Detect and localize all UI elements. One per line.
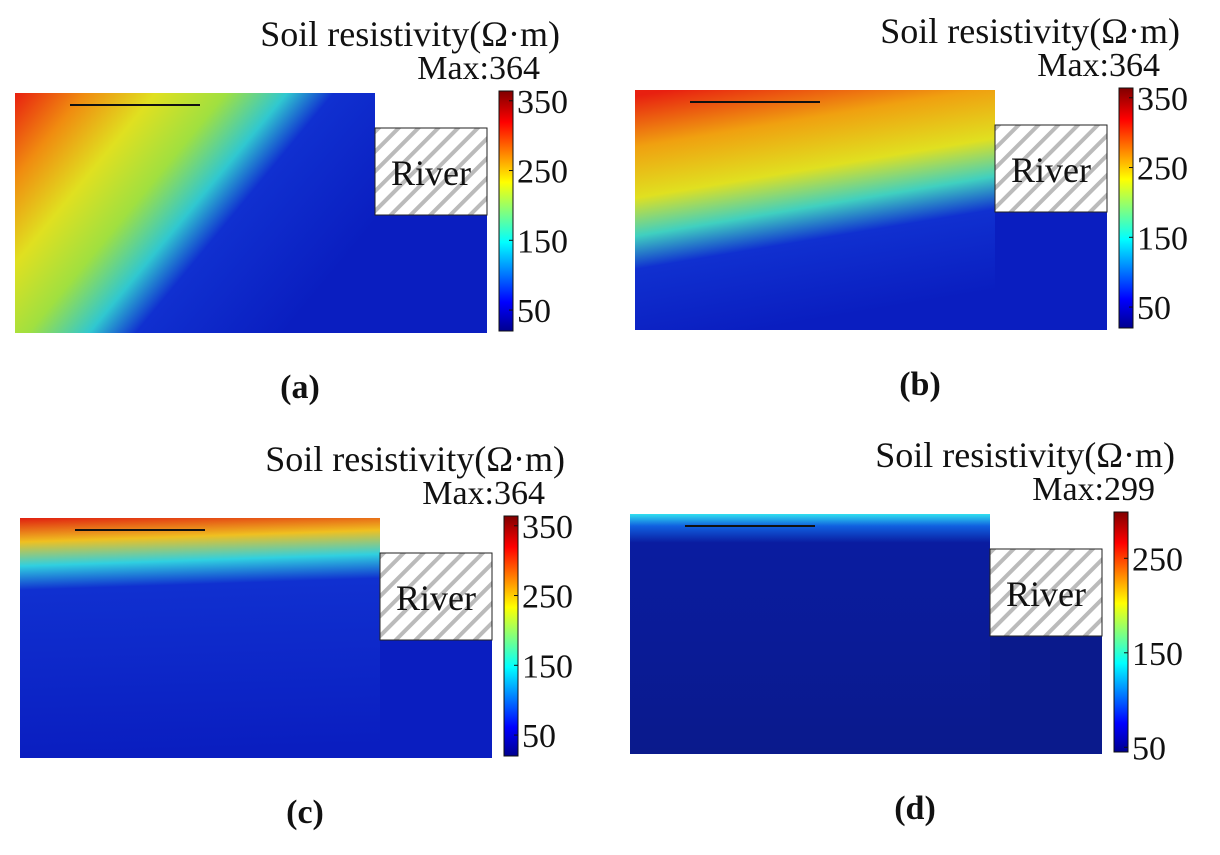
colorbar-tick-label: 150 (1132, 636, 1183, 673)
region-label: River (1006, 574, 1086, 614)
river (374, 127, 488, 216)
colorbar-tick-label: 250 (1137, 151, 1188, 188)
max-label: Max:364 (417, 50, 540, 87)
field (20, 518, 380, 758)
title: Soil resistivity(Ω·m) (880, 11, 1180, 51)
caption: (b) (899, 366, 941, 403)
panel: River Soil resistivity(Ω·m)Max:364 50 150 25… (635, 11, 1188, 403)
colorbar-tick-label: 150 (522, 648, 573, 685)
colorbar-tick-label: 250 (1132, 541, 1183, 578)
panel: River Soil resistivity(Ω·m)Max:364 50 150 25… (20, 439, 573, 831)
field-lower (375, 215, 487, 333)
colorbar-tick-label: 350 (1137, 81, 1188, 118)
colorbar-tick-label: 50 (522, 718, 556, 755)
max-label: Max:299 (1032, 471, 1155, 508)
max-label: Max:364 (1037, 47, 1160, 84)
field-lower (380, 640, 492, 758)
field-lower (995, 212, 1107, 330)
region-label: River (396, 578, 476, 618)
colorbar (503, 515, 519, 757)
field (635, 90, 995, 330)
river (994, 124, 1108, 213)
panel: River Soil resistivity(Ω·m)Max:299 50 150 25… (630, 435, 1183, 827)
colorbar-tick-label: 50 (1137, 290, 1171, 327)
region-label: River (391, 153, 471, 193)
colorbar (1113, 511, 1129, 753)
field (630, 514, 990, 754)
colorbar-tick-label: 250 (517, 154, 568, 191)
field-lower (990, 636, 1102, 754)
panel: River Soil resistivity(Ω·m)Max:364 50 150 25… (15, 14, 568, 406)
title: Soil resistivity(Ω·m) (260, 14, 560, 54)
colorbar-tick-label: 150 (517, 223, 568, 260)
colorbar (498, 90, 514, 332)
colorbar (1118, 87, 1134, 329)
max-label: Max:364 (422, 475, 545, 512)
region-label: River (1011, 150, 1091, 190)
caption: (c) (286, 794, 324, 831)
river (989, 548, 1103, 637)
caption: (a) (280, 369, 320, 406)
colorbar-tick-label: 50 (517, 293, 551, 330)
colorbar-tick-label: 350 (517, 84, 568, 121)
title: Soil resistivity(Ω·m) (875, 435, 1175, 475)
colorbar-tick-label: 350 (522, 509, 573, 546)
colorbar-tick-label: 150 (1137, 220, 1188, 257)
river (379, 552, 493, 641)
title: Soil resistivity(Ω·m) (265, 439, 565, 479)
colorbar-tick-label: 250 (522, 579, 573, 616)
field (15, 93, 375, 333)
caption: (d) (894, 790, 936, 827)
colorbar-tick-label: 50 (1132, 730, 1166, 767)
